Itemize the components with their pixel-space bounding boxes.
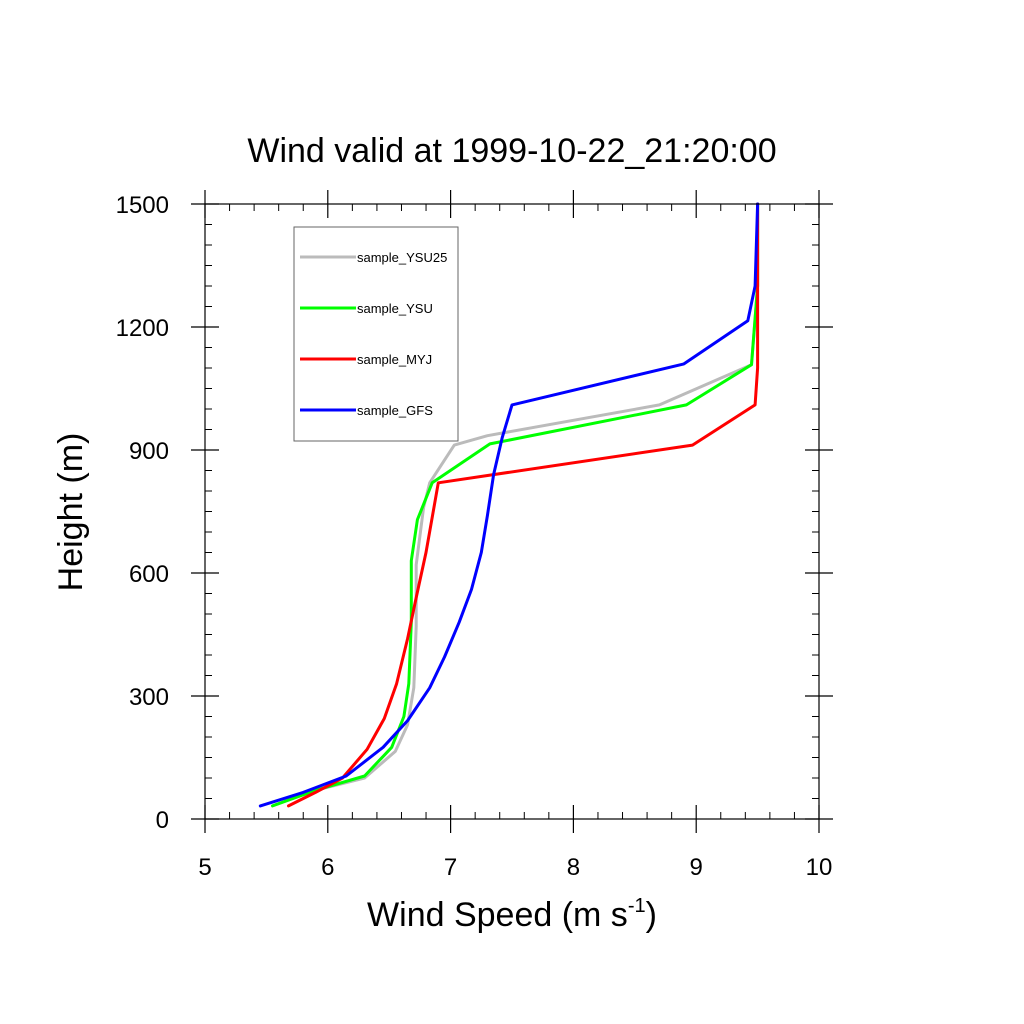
x-tick-label: 7	[444, 854, 457, 881]
minor-ticks	[205, 204, 819, 819]
y-tick-label: 1500	[116, 192, 169, 219]
x-tick-label: 10	[806, 854, 833, 881]
y-tick-label: 900	[129, 438, 169, 465]
x-axis-label-superscript: -1	[628, 895, 646, 917]
plot-frame	[204, 203, 820, 820]
x-tick-labels: 5 6 7 8 9 10	[198, 854, 832, 881]
major-ticks	[191, 190, 833, 833]
y-tick-label: 1200	[116, 315, 169, 342]
legend-label-sample-gfs: sample_GFS	[357, 403, 433, 418]
y-tick-label: 600	[129, 561, 169, 588]
legend-label-sample-myj: sample_MYJ	[357, 352, 432, 367]
series-line-sample-gfs	[258, 202, 760, 808]
legend-items: sample_YSU25 sample_YSU sample_MYJ sample_G…	[300, 250, 447, 418]
x-axis-label-main: Wind Speed (m s	[367, 896, 628, 934]
legend: sample_YSU25 sample_YSU sample_MYJ sample_G…	[293, 226, 459, 442]
legend-box	[293, 226, 459, 442]
series-line-sample-ysu25	[271, 202, 760, 808]
x-axis-label: Wind Speed (m s-1)	[367, 895, 657, 934]
y-axis-label: Height (m)	[52, 433, 90, 592]
chart-title: Wind valid at 1999-10-22_21:20:00	[247, 132, 776, 170]
y-tick-label: 300	[129, 684, 169, 711]
legend-label-sample-ysu: sample_YSU	[357, 301, 433, 316]
x-axis-label-end: )	[646, 896, 657, 934]
y-tick-labels: 0 300 600 900 1200 1500	[116, 192, 169, 834]
x-tick-label: 5	[198, 854, 211, 881]
x-tick-label: 9	[690, 854, 703, 881]
series-line-sample-ysu	[271, 202, 760, 808]
series-lines	[258, 202, 760, 808]
x-tick-label: 6	[321, 854, 334, 881]
legend-label-sample-ysu25: sample_YSU25	[357, 250, 447, 265]
series-line-sample-myj	[287, 202, 760, 808]
y-tick-label: 0	[156, 807, 169, 834]
x-tick-label: 8	[567, 854, 580, 881]
